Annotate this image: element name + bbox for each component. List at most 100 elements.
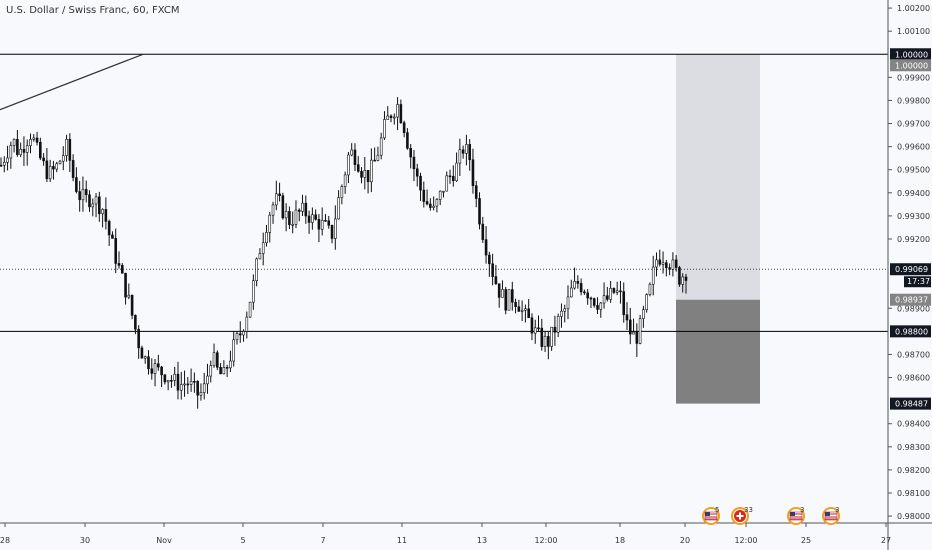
candle-body xyxy=(383,119,386,139)
candle-body xyxy=(488,254,491,265)
candles-group xyxy=(0,97,688,409)
candle-body xyxy=(632,331,635,335)
stop-price-label-bg xyxy=(890,397,931,410)
y-tick-label: 0.98700 xyxy=(897,350,930,359)
candle-body xyxy=(22,148,26,153)
candle-body xyxy=(524,308,527,311)
candle-body xyxy=(547,336,550,347)
candle-body xyxy=(320,219,324,230)
event-count: 33 xyxy=(744,506,753,514)
candle-body xyxy=(248,301,252,318)
candle-body xyxy=(176,373,180,391)
candle-body xyxy=(340,186,344,198)
x-tick-label: 11 xyxy=(397,536,407,545)
candle-body xyxy=(596,305,599,310)
candle-body xyxy=(157,363,160,368)
candle-body xyxy=(491,263,494,277)
candle-body xyxy=(471,159,475,186)
candle-body xyxy=(455,162,458,182)
candle-body xyxy=(147,356,150,370)
candle-body xyxy=(376,154,380,161)
candle-body xyxy=(350,149,353,156)
candle-body xyxy=(166,380,170,383)
candle-body xyxy=(58,160,62,165)
candle-body xyxy=(160,366,163,376)
candle-body xyxy=(311,214,314,223)
candle-body xyxy=(363,170,367,178)
y-tick-label: 0.99900 xyxy=(897,73,930,82)
entry-price-label-bg xyxy=(890,293,931,306)
candle-body xyxy=(219,367,222,375)
candle-body xyxy=(501,289,504,298)
candle-body xyxy=(609,288,612,300)
countdown-bg xyxy=(904,276,931,288)
candle-body xyxy=(134,314,137,330)
event-count: 3 xyxy=(800,506,804,514)
candle-body xyxy=(566,296,570,310)
candle-body xyxy=(222,367,226,375)
chart-title: U.S. Dollar / Swiss Franc, 60, FXCM xyxy=(6,5,180,16)
stop-price-label: 0.98487 xyxy=(895,400,928,409)
candle-body xyxy=(98,196,101,214)
candle-body xyxy=(668,267,671,270)
entry-price-label: 0.98937 xyxy=(895,296,928,305)
candle-body xyxy=(586,292,589,299)
y-tick-label: 0.99200 xyxy=(897,235,930,244)
candle-body xyxy=(448,175,452,178)
y-tick-label: 1.00200 xyxy=(897,4,930,13)
x-tick-label: 13 xyxy=(477,536,487,545)
current-price-label: 0.99069 xyxy=(895,265,928,274)
candle-body xyxy=(553,326,557,333)
candle-body xyxy=(399,104,403,124)
y-tick-label: 0.98300 xyxy=(897,443,930,452)
candle-body xyxy=(288,211,291,225)
candle-body xyxy=(189,380,193,385)
target-price-label-bg xyxy=(890,48,931,61)
candle-body xyxy=(284,211,288,219)
candle-body xyxy=(337,197,340,220)
candle-body xyxy=(347,154,350,176)
candle-body xyxy=(130,294,134,316)
candle-body xyxy=(334,218,337,239)
y-tick-label: 0.99800 xyxy=(897,96,930,105)
candle-body xyxy=(278,193,281,196)
candle-body xyxy=(370,159,373,183)
candle-body xyxy=(648,283,652,295)
candle-body xyxy=(238,333,242,336)
target-zone xyxy=(676,54,760,300)
candle-body xyxy=(612,288,616,293)
candle-body xyxy=(39,141,42,159)
candle-body xyxy=(268,214,272,233)
candle-body xyxy=(458,149,462,164)
candle-body xyxy=(261,242,265,254)
candle-body xyxy=(0,164,3,167)
x-tick-label: 7 xyxy=(320,536,325,545)
candle-body xyxy=(42,157,45,162)
candle-body xyxy=(9,145,13,159)
candle-body xyxy=(514,301,517,307)
level-price-label: 1.00000 xyxy=(895,61,928,70)
candle-body xyxy=(353,149,357,165)
candle-body xyxy=(202,383,206,393)
candle-body xyxy=(628,319,632,335)
candle-body xyxy=(419,175,422,191)
candle-body xyxy=(396,104,399,118)
candle-body xyxy=(88,194,91,208)
candle-body xyxy=(599,302,603,310)
candle-body xyxy=(422,189,426,202)
level-price-label-bg xyxy=(890,59,931,72)
current-price-label-bg xyxy=(890,263,931,276)
y-tick-label: 0.98900 xyxy=(897,304,930,313)
candle-body xyxy=(386,115,390,120)
candle-body xyxy=(583,291,586,294)
candle-body xyxy=(75,177,78,192)
candle-body xyxy=(658,259,662,265)
candle-body xyxy=(504,289,508,311)
candle-body xyxy=(124,272,127,298)
x-tick-label: 12:00 xyxy=(534,536,557,545)
candle-body xyxy=(275,193,278,206)
candle-body xyxy=(52,166,55,170)
candle-body xyxy=(150,368,154,374)
x-tick-label: 5 xyxy=(240,536,245,545)
